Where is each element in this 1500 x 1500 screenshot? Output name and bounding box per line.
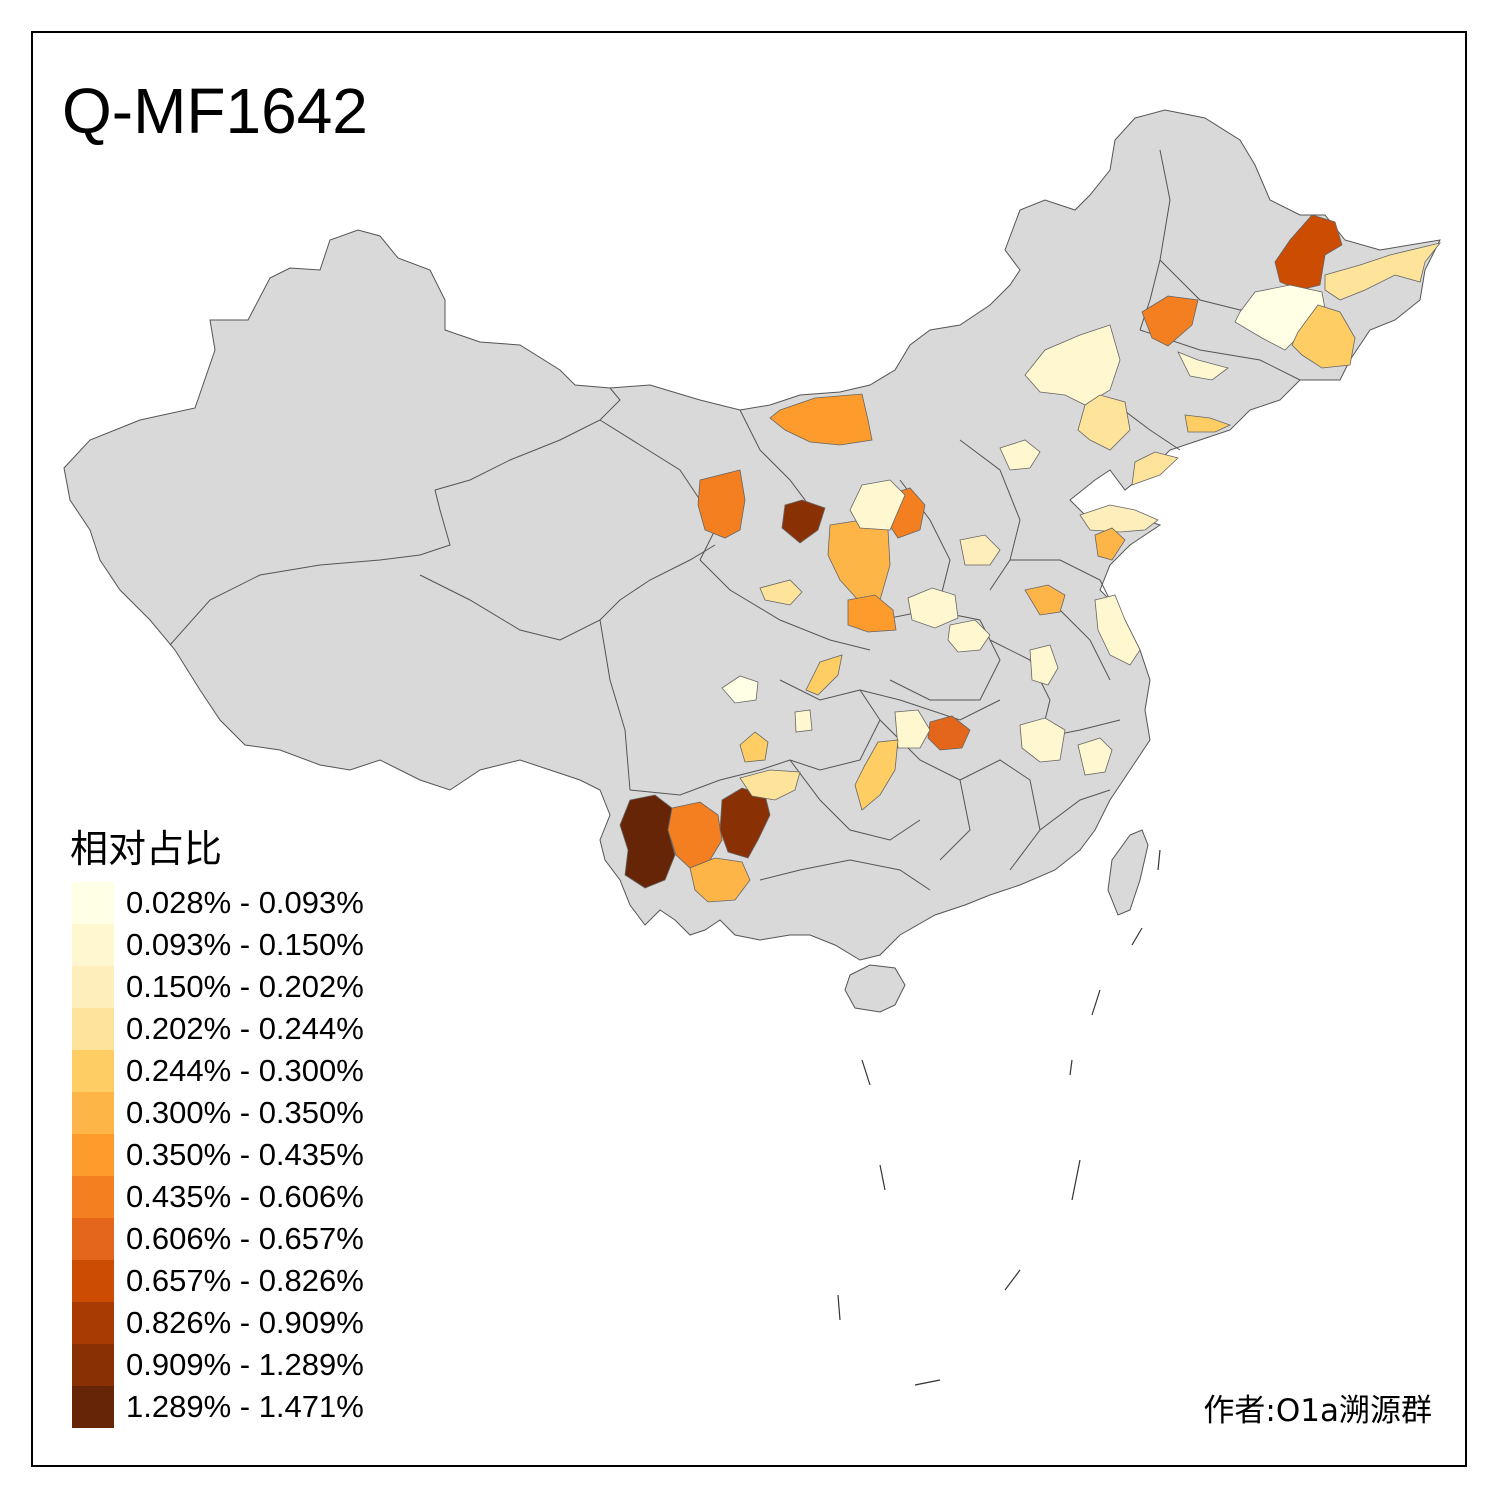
sichuan-west: [721, 675, 759, 704]
legend-swatch: [72, 1134, 114, 1176]
border-guangxi: [759, 859, 931, 891]
legend-swatch: [72, 1008, 114, 1050]
colored-regions: [619, 214, 1442, 903]
border-xinjiang-east: [434, 387, 621, 491]
liaoning-dandong: [1184, 414, 1232, 433]
legend-swatch: [72, 1092, 114, 1134]
border-xinjiang-tibet: [169, 489, 451, 646]
legend-label: 0.150% - 0.202%: [126, 969, 364, 1004]
author-credit: 作者:O1a溯源群: [1203, 1393, 1432, 1429]
legend-label: 0.350% - 0.435%: [126, 1137, 364, 1172]
legend-swatch: [72, 1218, 114, 1260]
henan-central: [947, 619, 991, 653]
legend-swatch: [72, 1386, 114, 1428]
legend-label: 0.202% - 0.244%: [126, 1011, 364, 1046]
inner-mongolia-ordos: [781, 499, 826, 544]
legend-label: 0.606% - 0.657%: [126, 1221, 364, 1256]
legend-swatch: [72, 924, 114, 966]
legend-swatch: [72, 1344, 114, 1386]
heilongjiang-northeast: [1274, 214, 1343, 291]
legend-item: 0.350% - 0.435%: [72, 1134, 364, 1176]
border-hubei: [859, 689, 1001, 721]
legend-label: 0.300% - 0.350%: [126, 1095, 364, 1130]
legend-swatch: [72, 1260, 114, 1302]
hubei-wuhan: [927, 715, 971, 751]
chongqing-area: [794, 709, 813, 733]
jiangsu-north: [1024, 584, 1066, 616]
legend-swatch: [72, 882, 114, 924]
border-fujian: [1039, 789, 1111, 831]
zhejiang-area: [1077, 737, 1113, 776]
hebei-north: [849, 479, 906, 531]
legend-swatch: [72, 1302, 114, 1344]
beijing-tianjin: [999, 439, 1041, 471]
legend-item: 0.028% - 0.093%: [72, 882, 364, 924]
legend-label: 0.093% - 0.150%: [126, 927, 364, 962]
hunan-west: [854, 739, 899, 811]
yunnan-south: [689, 857, 751, 903]
legend-item: 1.289% - 1.471%: [72, 1386, 364, 1428]
anhui-area: [1019, 717, 1066, 763]
jilin-changchun: [1177, 351, 1229, 381]
legend-label: 0.435% - 0.606%: [126, 1179, 364, 1214]
legend-label: 1.289% - 1.471%: [126, 1389, 364, 1424]
border-jiangsu: [1059, 609, 1111, 681]
jilin-west: [1024, 324, 1121, 406]
shandong-east: [1079, 504, 1159, 533]
border-guizhou: [789, 759, 921, 841]
legend-title: 相对占比: [70, 827, 223, 871]
legend-item: 0.150% - 0.202%: [72, 966, 364, 1008]
jiangsu-south: [1094, 594, 1141, 666]
jiangxi-north: [959, 534, 1001, 566]
legend-item: 0.826% - 0.909%: [72, 1302, 364, 1344]
legend-label: 0.244% - 0.300%: [126, 1053, 364, 1088]
heilongjiang-east: [1324, 242, 1442, 301]
legend-item: 0.909% - 1.289%: [72, 1344, 364, 1386]
border-qinghai-gansu: [599, 419, 716, 561]
border-tibet-sichuan: [599, 619, 631, 791]
guizhou-west: [739, 731, 769, 763]
heilongjiang-mudanjiang: [1291, 304, 1356, 369]
legend-item: 0.202% - 0.244%: [72, 1008, 364, 1050]
legend-label: 0.657% - 0.826%: [126, 1263, 364, 1298]
border-jiangxi: [959, 759, 1041, 871]
legend-item: 0.435% - 0.606%: [72, 1176, 364, 1218]
legend-swatch: [72, 966, 114, 1008]
henan-south: [1029, 644, 1059, 686]
yunnan-dali: [739, 769, 801, 801]
border-gansu-inner-mongolia: [739, 409, 821, 521]
border-sichuan-yunnan: [629, 759, 791, 796]
liaoning-dalian: [1131, 451, 1179, 486]
shaanxi-central: [847, 594, 897, 633]
sichuan-north: [805, 654, 843, 696]
legend-label: 0.028% - 0.093%: [126, 885, 364, 920]
liaoning-shenyang: [1077, 394, 1131, 451]
map-frame: [31, 31, 1467, 1467]
border-sichuan-shaanxi: [699, 559, 871, 651]
legend-item: 0.657% - 0.826%: [72, 1260, 364, 1302]
ningxia-north: [697, 469, 746, 539]
henan-north: [907, 587, 959, 629]
legend-label: 0.909% - 1.289%: [126, 1347, 364, 1382]
legend-item: 0.300% - 0.350%: [72, 1092, 364, 1134]
legend-swatch: [72, 1050, 114, 1092]
inner-mongolia-central: [769, 393, 873, 446]
hainan-island: [844, 964, 906, 1013]
border-hebei: [959, 439, 1021, 591]
south-sea-islands: [837, 849, 1161, 1386]
map-title: Q-MF1642: [62, 75, 368, 147]
shandong-qingdao: [1094, 527, 1126, 561]
legend: 0.028% - 0.093% 0.093% - 0.150% 0.150% -…: [72, 882, 364, 1428]
legend-item: 0.244% - 0.300%: [72, 1050, 364, 1092]
border-shandong: [1010, 559, 1111, 601]
legend-item: 0.606% - 0.657%: [72, 1218, 364, 1260]
legend-label: 0.826% - 0.909%: [126, 1305, 364, 1340]
legend-item: 0.093% - 0.150%: [72, 924, 364, 966]
yunnan-west: [619, 794, 676, 889]
gansu-south: [759, 579, 803, 606]
heilongjiang-qiqihar: [1141, 295, 1199, 347]
taiwan-island: [1107, 829, 1149, 916]
legend-swatch: [72, 1176, 114, 1218]
